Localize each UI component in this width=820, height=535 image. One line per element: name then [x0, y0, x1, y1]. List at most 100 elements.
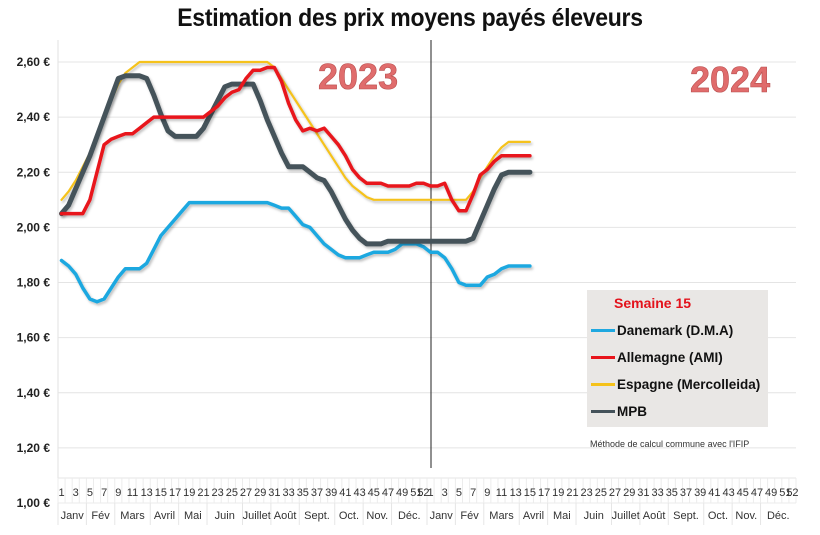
y-axis-ticks: 1,00 € 1,20 € 1,40 € 1,60 € 1,80 € 2,00 € 2,20… — [17, 55, 51, 510]
legend-label: Allemagne (AMI) — [617, 349, 723, 365]
y-tick-label: 1,60 € — [17, 331, 51, 345]
week-tick-label: 7 — [470, 487, 476, 499]
week-tick-label: 43 — [722, 487, 734, 499]
y-tick-label: 2,00 € — [17, 220, 51, 234]
week-tick-label: 19 — [552, 487, 564, 499]
y-tick-label: 1,80 € — [17, 276, 51, 290]
week-tick-label: 47 — [751, 487, 763, 499]
week-tick-label: 11 — [127, 487, 138, 499]
month-label: Fév — [91, 510, 110, 522]
week-tick-label: 41 — [339, 487, 351, 499]
week-tick-label: 47 — [382, 487, 394, 499]
week-tick-label: 17 — [538, 487, 550, 499]
week-tick-label: 21 — [197, 487, 209, 499]
legend-item-danemark: Danemark (D.M.A) — [591, 320, 733, 340]
week-tick-label: 43 — [353, 487, 365, 499]
y-tick-label: 1,00 € — [17, 496, 51, 510]
week-tick-label: 35 — [666, 487, 678, 499]
legend-swatch-danemark — [591, 328, 615, 332]
year-label-2023: 2023 — [318, 56, 398, 97]
week-tick-label: 27 — [240, 487, 252, 499]
series-line-espagne — [60, 60, 532, 201]
week-tick-label: 29 — [254, 487, 266, 499]
week-tick-label: 23 — [581, 487, 593, 499]
week-tick-label: 21 — [566, 487, 578, 499]
week-tick-label: 39 — [694, 487, 706, 499]
week-tick-label: 13 — [141, 487, 153, 499]
week-tick-label: 51 — [410, 487, 422, 499]
legend-item-allemagne: Allemagne (AMI) — [591, 347, 723, 367]
month-label: Juillet — [612, 510, 640, 522]
month-label: Avril — [154, 510, 175, 522]
week-tick-label: 37 — [311, 487, 323, 499]
week-tick-label: 15 — [155, 487, 167, 499]
month-label: Juin — [584, 510, 604, 522]
week-tick-label: 9 — [115, 487, 121, 499]
month-label: Mars — [120, 510, 145, 522]
week-tick-label: 15 — [524, 487, 536, 499]
month-label: Août — [274, 510, 297, 522]
week-tick-label: 51 — [779, 487, 791, 499]
week-tick-label: 9 — [484, 487, 490, 499]
week-tick-label: 31 — [637, 487, 649, 499]
month-label: Juin — [215, 510, 235, 522]
year-label-2024: 2024 — [690, 59, 770, 100]
legend-item-espagne: Espagne (Mercolleida) — [591, 374, 760, 394]
method-note: Méthode de calcul commune avec l'IFIP — [590, 439, 750, 449]
week-tick-label: 41 — [708, 487, 720, 499]
week-tick-label: 5 — [87, 487, 93, 499]
legend-swatch-mpb — [591, 409, 615, 413]
legend-label: Espagne (Mercolleida) — [617, 376, 761, 392]
month-label: Déc. — [767, 510, 790, 522]
week-tick-label: 27 — [609, 487, 621, 499]
month-label: Mai — [553, 510, 571, 522]
week-tick-label: 29 — [623, 487, 635, 499]
week-tick-label: 1 — [58, 487, 64, 499]
week-tick-label: 31 — [268, 487, 280, 499]
month-label: Janv — [430, 510, 454, 522]
legend-swatch-espagne — [591, 382, 615, 386]
week-tick-label: 25 — [595, 487, 607, 499]
week-tick-label: 37 — [680, 487, 692, 499]
month-label: Mai — [184, 510, 202, 522]
legend-label: MPB — [617, 403, 647, 419]
chart-title: Estimation des prix moyens payés éleveur… — [177, 4, 643, 32]
month-label: Août — [643, 510, 666, 522]
week-tick-label: 49 — [396, 487, 408, 499]
week-tick-label: 33 — [652, 487, 664, 499]
week-tick-label: 3 — [442, 487, 448, 499]
week-tick-label: 23 — [212, 487, 224, 499]
month-label: Sept. — [304, 510, 330, 522]
legend-title: Semaine 15 — [614, 295, 692, 311]
y-tick-label: 2,20 € — [17, 165, 51, 179]
week-tick-label: 3 — [73, 487, 79, 499]
month-label: Mars — [489, 510, 514, 522]
series-group — [59, 60, 533, 304]
y-tick-label: 1,40 € — [17, 386, 51, 400]
week-tick-label: 17 — [169, 487, 181, 499]
week-tick-label: 49 — [765, 487, 777, 499]
month-label: Juillet — [243, 510, 271, 522]
week-tick-label: 25 — [226, 487, 238, 499]
month-label: Fév — [460, 510, 479, 522]
y-tick-label: 2,40 € — [17, 110, 51, 124]
week-tick-label: 11 — [496, 487, 507, 499]
series-line-allemagne — [59, 65, 532, 216]
y-tick-label: 1,20 € — [17, 441, 51, 455]
week-tick-label: 33 — [283, 487, 295, 499]
legend-label: Danemark (D.M.A) — [617, 322, 734, 338]
week-tick-label: 7 — [101, 487, 107, 499]
week-tick-label: 52 — [786, 487, 798, 499]
series-line-mpb — [59, 73, 533, 247]
y-tick-label: 2,60 € — [17, 55, 51, 69]
month-label: Déc. — [398, 510, 421, 522]
week-tick-label: 52 — [417, 487, 429, 499]
legend: Semaine 15 Danemark (D.M.A) Allemagne (A… — [587, 290, 768, 427]
week-tick-label: 19 — [183, 487, 195, 499]
week-tick-label: 13 — [510, 487, 522, 499]
week-tick-label: 39 — [325, 487, 337, 499]
week-tick-label: 1 — [427, 487, 433, 499]
legend-item-mpb: MPB — [591, 401, 647, 421]
month-label: Sept. — [673, 510, 699, 522]
week-tick-label: 35 — [297, 487, 309, 499]
